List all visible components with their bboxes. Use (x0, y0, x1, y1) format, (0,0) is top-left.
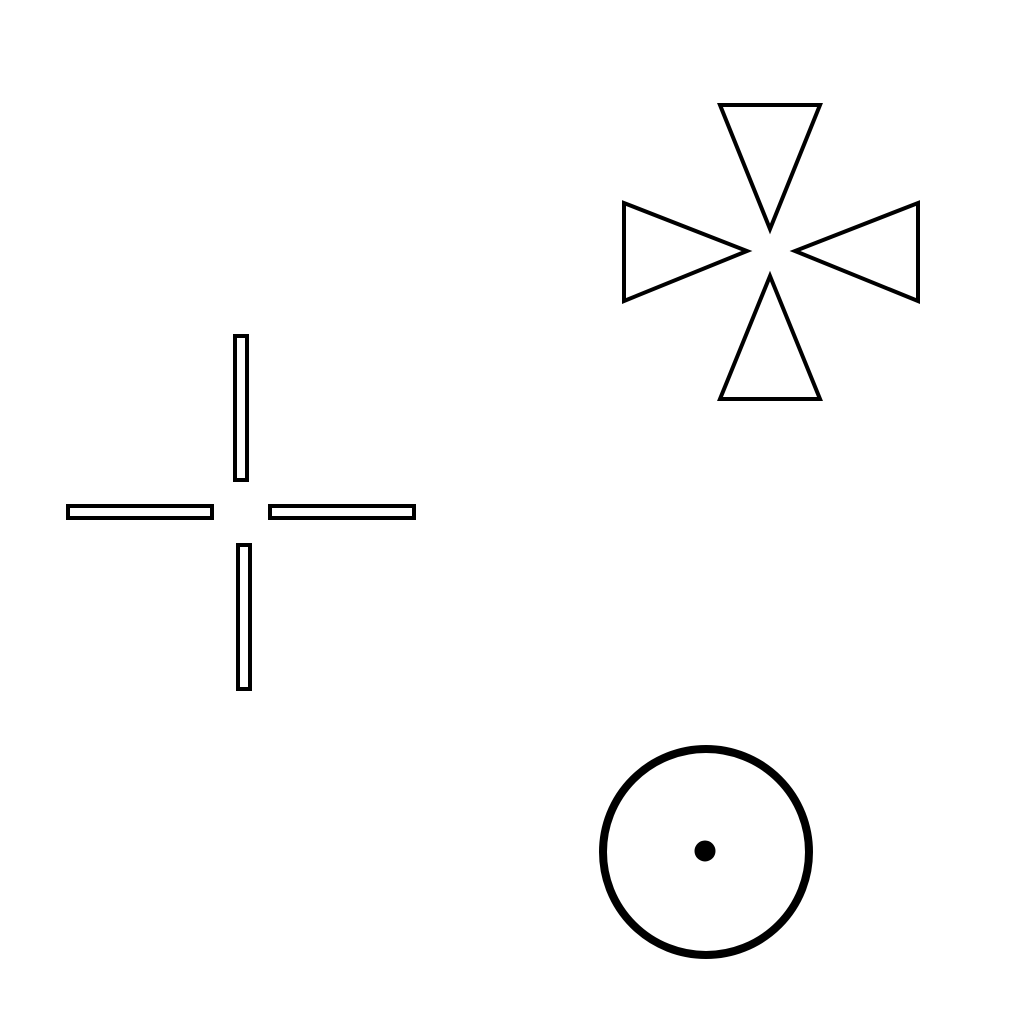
triangle-right (789, 200, 920, 304)
crosshair-top-bar (233, 334, 249, 482)
crosshair-right-bar (268, 504, 416, 520)
crosshair-left-bar (66, 504, 214, 520)
crosshair-bottom-bar (236, 543, 252, 691)
four-triangles-star-icon (622, 103, 920, 401)
triangle-left (622, 200, 753, 304)
target-center-dot (694, 840, 716, 862)
crosshair-bars-icon (66, 334, 416, 691)
triangle-top (717, 103, 823, 235)
target-ring (599, 745, 813, 959)
triangle-bottom (717, 270, 823, 401)
circle-dot-target-icon (599, 745, 813, 959)
